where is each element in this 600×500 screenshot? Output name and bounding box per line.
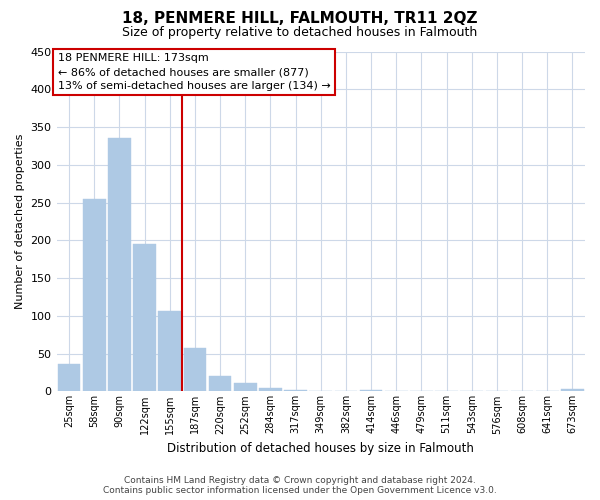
X-axis label: Distribution of detached houses by size in Falmouth: Distribution of detached houses by size …	[167, 442, 474, 455]
Bar	[133, 244, 156, 392]
Bar	[284, 390, 307, 392]
Bar	[184, 348, 206, 392]
Text: 18 PENMERE HILL: 173sqm
← 86% of detached houses are smaller (877)
13% of semi-d: 18 PENMERE HILL: 173sqm ← 86% of detache…	[58, 53, 331, 91]
Y-axis label: Number of detached properties: Number of detached properties	[15, 134, 25, 309]
Bar	[108, 138, 131, 392]
Bar	[58, 364, 80, 392]
Bar	[561, 389, 584, 392]
Bar	[259, 388, 282, 392]
Text: 18, PENMERE HILL, FALMOUTH, TR11 2QZ: 18, PENMERE HILL, FALMOUTH, TR11 2QZ	[122, 11, 478, 26]
Bar	[158, 312, 181, 392]
Text: Contains HM Land Registry data © Crown copyright and database right 2024.
Contai: Contains HM Land Registry data © Crown c…	[103, 476, 497, 495]
Bar	[234, 383, 257, 392]
Text: Size of property relative to detached houses in Falmouth: Size of property relative to detached ho…	[122, 26, 478, 39]
Bar	[209, 376, 232, 392]
Bar	[360, 390, 382, 392]
Bar	[83, 199, 106, 392]
